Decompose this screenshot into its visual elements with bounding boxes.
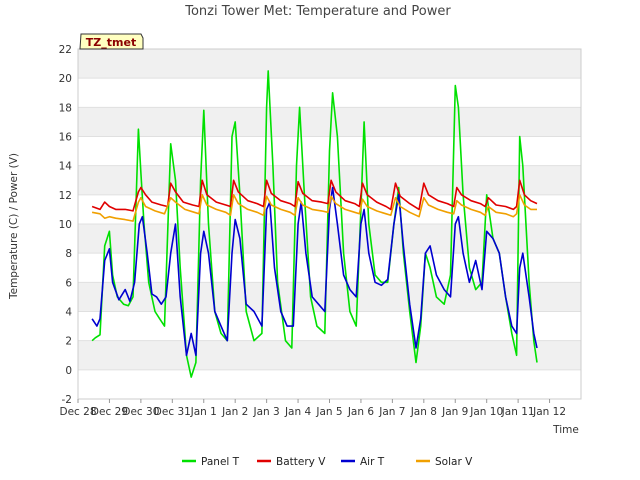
x-tick-label: Dec 28 — [59, 406, 96, 418]
y-tick-label: 16 — [59, 132, 73, 144]
grid-band — [78, 340, 581, 370]
legend-label: Battery V — [276, 456, 326, 468]
y-tick-label: -2 — [62, 394, 72, 406]
legend-label: Panel T — [201, 456, 240, 468]
chart-title: Tonzi Tower Met: Temperature and Power — [184, 4, 451, 19]
y-axis: -2 0 2 4 6 8 10 12 14 16 18 20 22 — [59, 44, 73, 406]
tz-badge: TZ_tmet — [79, 33, 144, 50]
grid-band — [78, 49, 581, 79]
y-tick-label: 12 — [59, 190, 72, 202]
x-tick-label: Jan 3 — [253, 406, 280, 418]
y-tick-label: 0 — [65, 365, 72, 377]
y-tick-label: 22 — [59, 44, 72, 56]
y-tick-label: 10 — [59, 219, 72, 231]
legend-label: Air T — [360, 456, 385, 468]
y-tick-label: 18 — [59, 102, 72, 114]
series-layer — [91, 70, 538, 378]
y-tick-label: 14 — [59, 161, 73, 173]
grid-band — [78, 224, 581, 254]
x-tick-label: Dec 29 — [91, 406, 128, 418]
x-tick-label: Jan 6 — [347, 406, 375, 418]
legend: Panel T Battery V Air T Solar V — [182, 456, 473, 468]
x-tick-label: Jan 2 — [221, 406, 248, 418]
series-line-air-t — [91, 186, 538, 357]
series-line-battery-v — [91, 179, 538, 212]
x-tick-label: Jan 10 — [469, 406, 503, 418]
grid-band — [78, 107, 581, 137]
series-line-solar-v — [91, 194, 537, 222]
x-tick-label: Jan 8 — [410, 406, 437, 418]
x-tick-label: Jan 11 — [501, 406, 535, 418]
x-tick-label: Jan 1 — [190, 406, 217, 418]
y-tick-label: 2 — [65, 336, 72, 348]
x-tick-label: Dec 30 — [122, 406, 159, 418]
legend-label: Solar V — [435, 456, 473, 468]
y-tick-label: 20 — [59, 73, 72, 85]
x-tick-label: Jan 12 — [532, 406, 566, 418]
x-tick-label: Jan 5 — [315, 406, 342, 418]
y-axis-label: Temperature (C) / Power (V) — [8, 153, 20, 300]
x-axis-label: Time — [552, 424, 579, 436]
x-tick-label: Jan 9 — [441, 406, 468, 418]
grid-band — [78, 282, 581, 312]
y-tick-label: 6 — [65, 277, 72, 289]
y-tick-label: 8 — [65, 248, 72, 260]
y-tick-label: 4 — [65, 307, 72, 319]
x-tick-label: Jan 7 — [378, 406, 405, 418]
badge-label: TZ_tmet — [86, 36, 136, 49]
x-tick-label: Jan 4 — [284, 406, 312, 418]
badge-box — [79, 33, 144, 50]
x-tick-label: Dec 31 — [154, 406, 191, 418]
